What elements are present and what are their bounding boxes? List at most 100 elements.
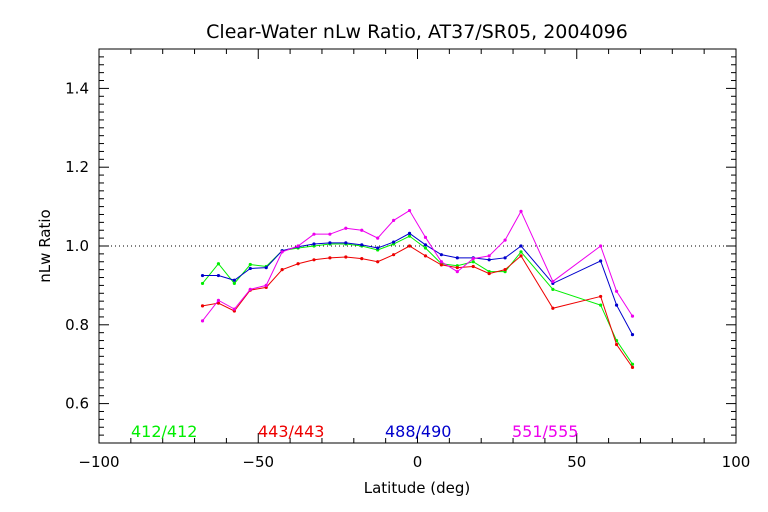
data-point-551-555 — [248, 287, 252, 291]
legend-412: 412/412 — [131, 422, 197, 441]
data-point-443-443 — [519, 254, 523, 258]
data-point-488-490 — [519, 244, 523, 248]
legend: 412/412 443/443 488/490 551/555 — [131, 422, 578, 441]
data-point-488-490 — [614, 303, 619, 307]
x-axis-label: Latitude (deg) — [364, 479, 470, 497]
y-axis-label: nLw Ratio — [36, 209, 54, 282]
data-point-443-443 — [376, 260, 380, 264]
x-tick-labels: −100 −50 0 50 100 — [78, 453, 750, 471]
data-point-412-412 — [551, 287, 555, 291]
data-point-488-490 — [248, 266, 252, 271]
series-layer — [200, 208, 635, 369]
data-point-443-443 — [344, 255, 348, 259]
data-point-488-490 — [376, 246, 380, 250]
data-point-443-443 — [216, 301, 221, 305]
legend-488: 488/490 — [385, 422, 451, 441]
data-point-443-443 — [392, 253, 396, 257]
legend-443: 443/443 — [258, 422, 324, 441]
series-line-443-443 — [202, 245, 633, 368]
data-point-412-412 — [599, 303, 603, 307]
data-point-443-443 — [599, 294, 603, 299]
data-point-488-490 — [312, 242, 316, 246]
data-point-412-412 — [423, 246, 428, 250]
data-point-488-490 — [407, 231, 412, 235]
data-point-443-443 — [296, 262, 300, 266]
series-line-412-412 — [202, 235, 633, 365]
plot-frame — [98, 48, 737, 444]
data-point-488-490 — [503, 256, 507, 260]
data-point-551-555 — [328, 232, 332, 236]
data-point-412-412 — [232, 281, 236, 286]
data-point-551-555 — [280, 250, 284, 254]
data-point-488-490 — [392, 240, 396, 244]
y-tick-label: 1.0 — [65, 237, 89, 255]
data-point-488-490 — [200, 273, 205, 278]
data-point-551-555 — [200, 319, 205, 323]
data-point-488-490 — [360, 243, 364, 247]
data-point-488-490 — [630, 333, 635, 337]
data-point-551-555 — [312, 232, 316, 236]
data-point-488-490 — [455, 256, 459, 260]
data-point-551-555 — [455, 270, 459, 274]
data-point-443-443 — [360, 257, 364, 261]
y-tick-labels: 0.6 0.8 1.0 1.2 1.4 — [65, 79, 89, 412]
data-point-488-490 — [487, 258, 491, 262]
data-point-488-490 — [599, 259, 603, 263]
data-point-488-490 — [232, 278, 236, 282]
data-point-488-490 — [439, 253, 443, 257]
data-point-551-555 — [376, 236, 380, 240]
data-point-412-412 — [519, 250, 523, 254]
legend-551: 551/555 — [512, 422, 578, 441]
x-tick-label: −50 — [242, 453, 274, 471]
data-point-443-443 — [471, 264, 475, 269]
data-point-551-555 — [439, 260, 443, 264]
data-point-551-555 — [599, 244, 603, 248]
data-point-551-555 — [360, 228, 364, 232]
data-point-551-555 — [407, 208, 412, 213]
data-point-551-555 — [630, 314, 635, 318]
data-point-443-443 — [630, 365, 635, 369]
data-point-551-555 — [296, 244, 300, 248]
chart-title: Clear-Water nLw Ratio, AT37/SR05, 200409… — [206, 21, 628, 43]
y-tick-label: 0.6 — [65, 395, 89, 413]
data-point-443-443 — [328, 256, 332, 260]
data-point-488-490 — [423, 243, 428, 247]
data-point-443-443 — [455, 266, 459, 270]
data-point-412-412 — [248, 262, 252, 267]
data-point-412-412 — [216, 262, 221, 266]
data-point-488-490 — [216, 273, 221, 278]
x-tick-label: 50 — [567, 453, 586, 471]
data-point-488-490 — [344, 241, 348, 245]
data-point-443-443 — [439, 263, 443, 267]
data-point-551-555 — [264, 283, 268, 287]
data-point-412-412 — [630, 362, 635, 366]
data-point-551-555 — [423, 235, 428, 239]
data-point-412-412 — [471, 260, 475, 264]
data-point-551-555 — [344, 226, 348, 230]
axis-ticks — [98, 48, 737, 444]
data-point-551-555 — [232, 307, 236, 311]
data-point-551-555 — [487, 254, 491, 258]
x-tick-label: 100 — [722, 453, 751, 471]
y-tick-label: 1.4 — [65, 79, 89, 97]
data-point-443-443 — [503, 268, 507, 272]
y-tick-label: 0.8 — [65, 316, 89, 334]
data-point-488-490 — [264, 266, 268, 270]
y-tick-label: 1.2 — [65, 158, 89, 176]
data-point-488-490 — [328, 241, 332, 245]
x-tick-label: −100 — [78, 453, 119, 471]
data-point-443-443 — [200, 304, 205, 308]
data-point-443-443 — [423, 254, 428, 258]
data-point-443-443 — [280, 268, 284, 272]
data-point-443-443 — [312, 258, 316, 262]
data-point-443-443 — [614, 342, 619, 347]
data-point-551-555 — [551, 279, 555, 284]
data-point-551-555 — [614, 289, 619, 293]
data-point-551-555 — [519, 209, 523, 213]
data-point-412-412 — [200, 281, 205, 286]
data-point-551-555 — [503, 238, 507, 242]
data-point-412-412 — [407, 234, 412, 238]
data-point-443-443 — [551, 306, 555, 310]
x-tick-label: 0 — [413, 453, 423, 471]
